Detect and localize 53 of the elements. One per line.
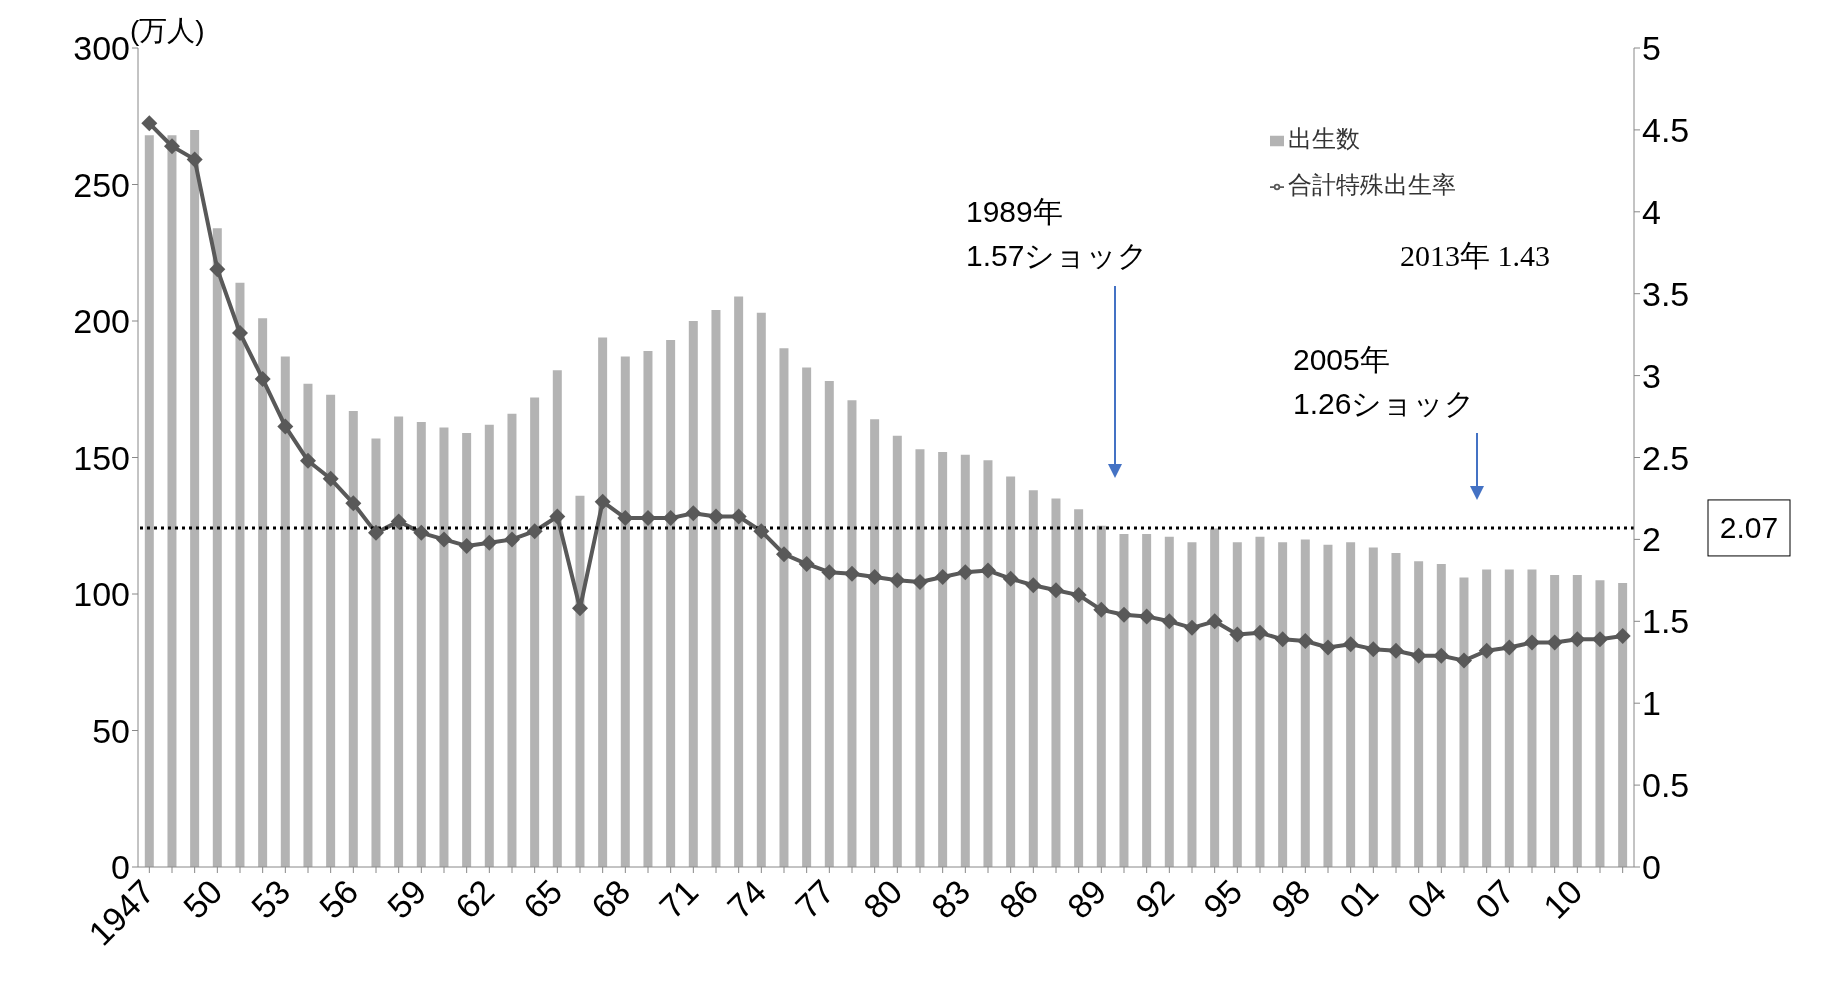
bar xyxy=(1550,574,1560,867)
x-tick-label: 83 xyxy=(923,872,978,926)
y-tick-label: 200 xyxy=(73,302,130,341)
x-tick-label: 98 xyxy=(1263,872,1318,926)
bar xyxy=(643,351,653,867)
y2-tick-label: 1.5 xyxy=(1642,602,1690,641)
x-tick-label: 53 xyxy=(243,872,298,926)
bar xyxy=(1595,580,1605,867)
bar xyxy=(847,400,857,867)
x-tick-label: 10 xyxy=(1535,872,1590,926)
y-tick-label: 0 xyxy=(111,848,130,887)
annotation: 1989年 1.57ショック xyxy=(966,194,1149,274)
y-axis-title: (万人) xyxy=(130,14,205,48)
y2-tick-label: 0 xyxy=(1642,848,1661,887)
x-tick-label: 77 xyxy=(787,872,842,926)
y2-tick-label: 0.5 xyxy=(1642,766,1690,805)
x-tick-label: 56 xyxy=(311,872,366,926)
y-tick-label: 250 xyxy=(73,165,130,204)
bar xyxy=(144,135,154,867)
annotation: 2005年 1.26ショック xyxy=(1293,342,1476,422)
x-tick-label: 71 xyxy=(651,872,706,926)
bar xyxy=(892,435,902,867)
y2-tick-label: 1 xyxy=(1642,684,1661,723)
x-tick-label: 01 xyxy=(1331,872,1386,926)
legend-label: 合計特殊出生率 xyxy=(1288,171,1456,198)
legend-label: 出生数 xyxy=(1288,125,1360,152)
y-tick-label: 100 xyxy=(73,575,130,614)
y2-tick-label: 5 xyxy=(1642,29,1661,68)
y2-tick-label: 4 xyxy=(1642,192,1661,231)
x-tick-label: 92 xyxy=(1127,872,1182,926)
x-tick-label: 04 xyxy=(1399,872,1454,926)
x-tick-label: 59 xyxy=(379,872,434,926)
x-tick-label: 74 xyxy=(719,872,774,926)
x-tick-label: 95 xyxy=(1195,872,1250,926)
x-tick-label: 89 xyxy=(1059,872,1114,926)
x-tick-label: 62 xyxy=(447,872,502,926)
y-tick-label: 150 xyxy=(73,438,130,477)
x-tick-label: 50 xyxy=(175,872,230,926)
x-tick-label: 07 xyxy=(1467,872,1522,926)
y-tick-label: 50 xyxy=(92,711,130,750)
y2-tick-label: 4.5 xyxy=(1642,110,1690,149)
x-tick-label: 86 xyxy=(991,872,1046,926)
y2-tick-label: 2.5 xyxy=(1642,438,1690,477)
y2-tick-label: 2 xyxy=(1642,520,1661,559)
y2-tick-label: 3.5 xyxy=(1642,274,1690,313)
x-tick-label: 65 xyxy=(515,872,570,926)
annotation: 2013年 1.43 xyxy=(1400,238,1550,274)
bar xyxy=(1142,533,1152,867)
y2-tick-label: 3 xyxy=(1642,356,1661,395)
x-tick-label: 80 xyxy=(855,872,910,926)
y-tick-label: 300 xyxy=(73,29,130,68)
x-tick-label: 68 xyxy=(583,872,638,926)
ref-line-label: 2.07 xyxy=(1719,510,1779,544)
